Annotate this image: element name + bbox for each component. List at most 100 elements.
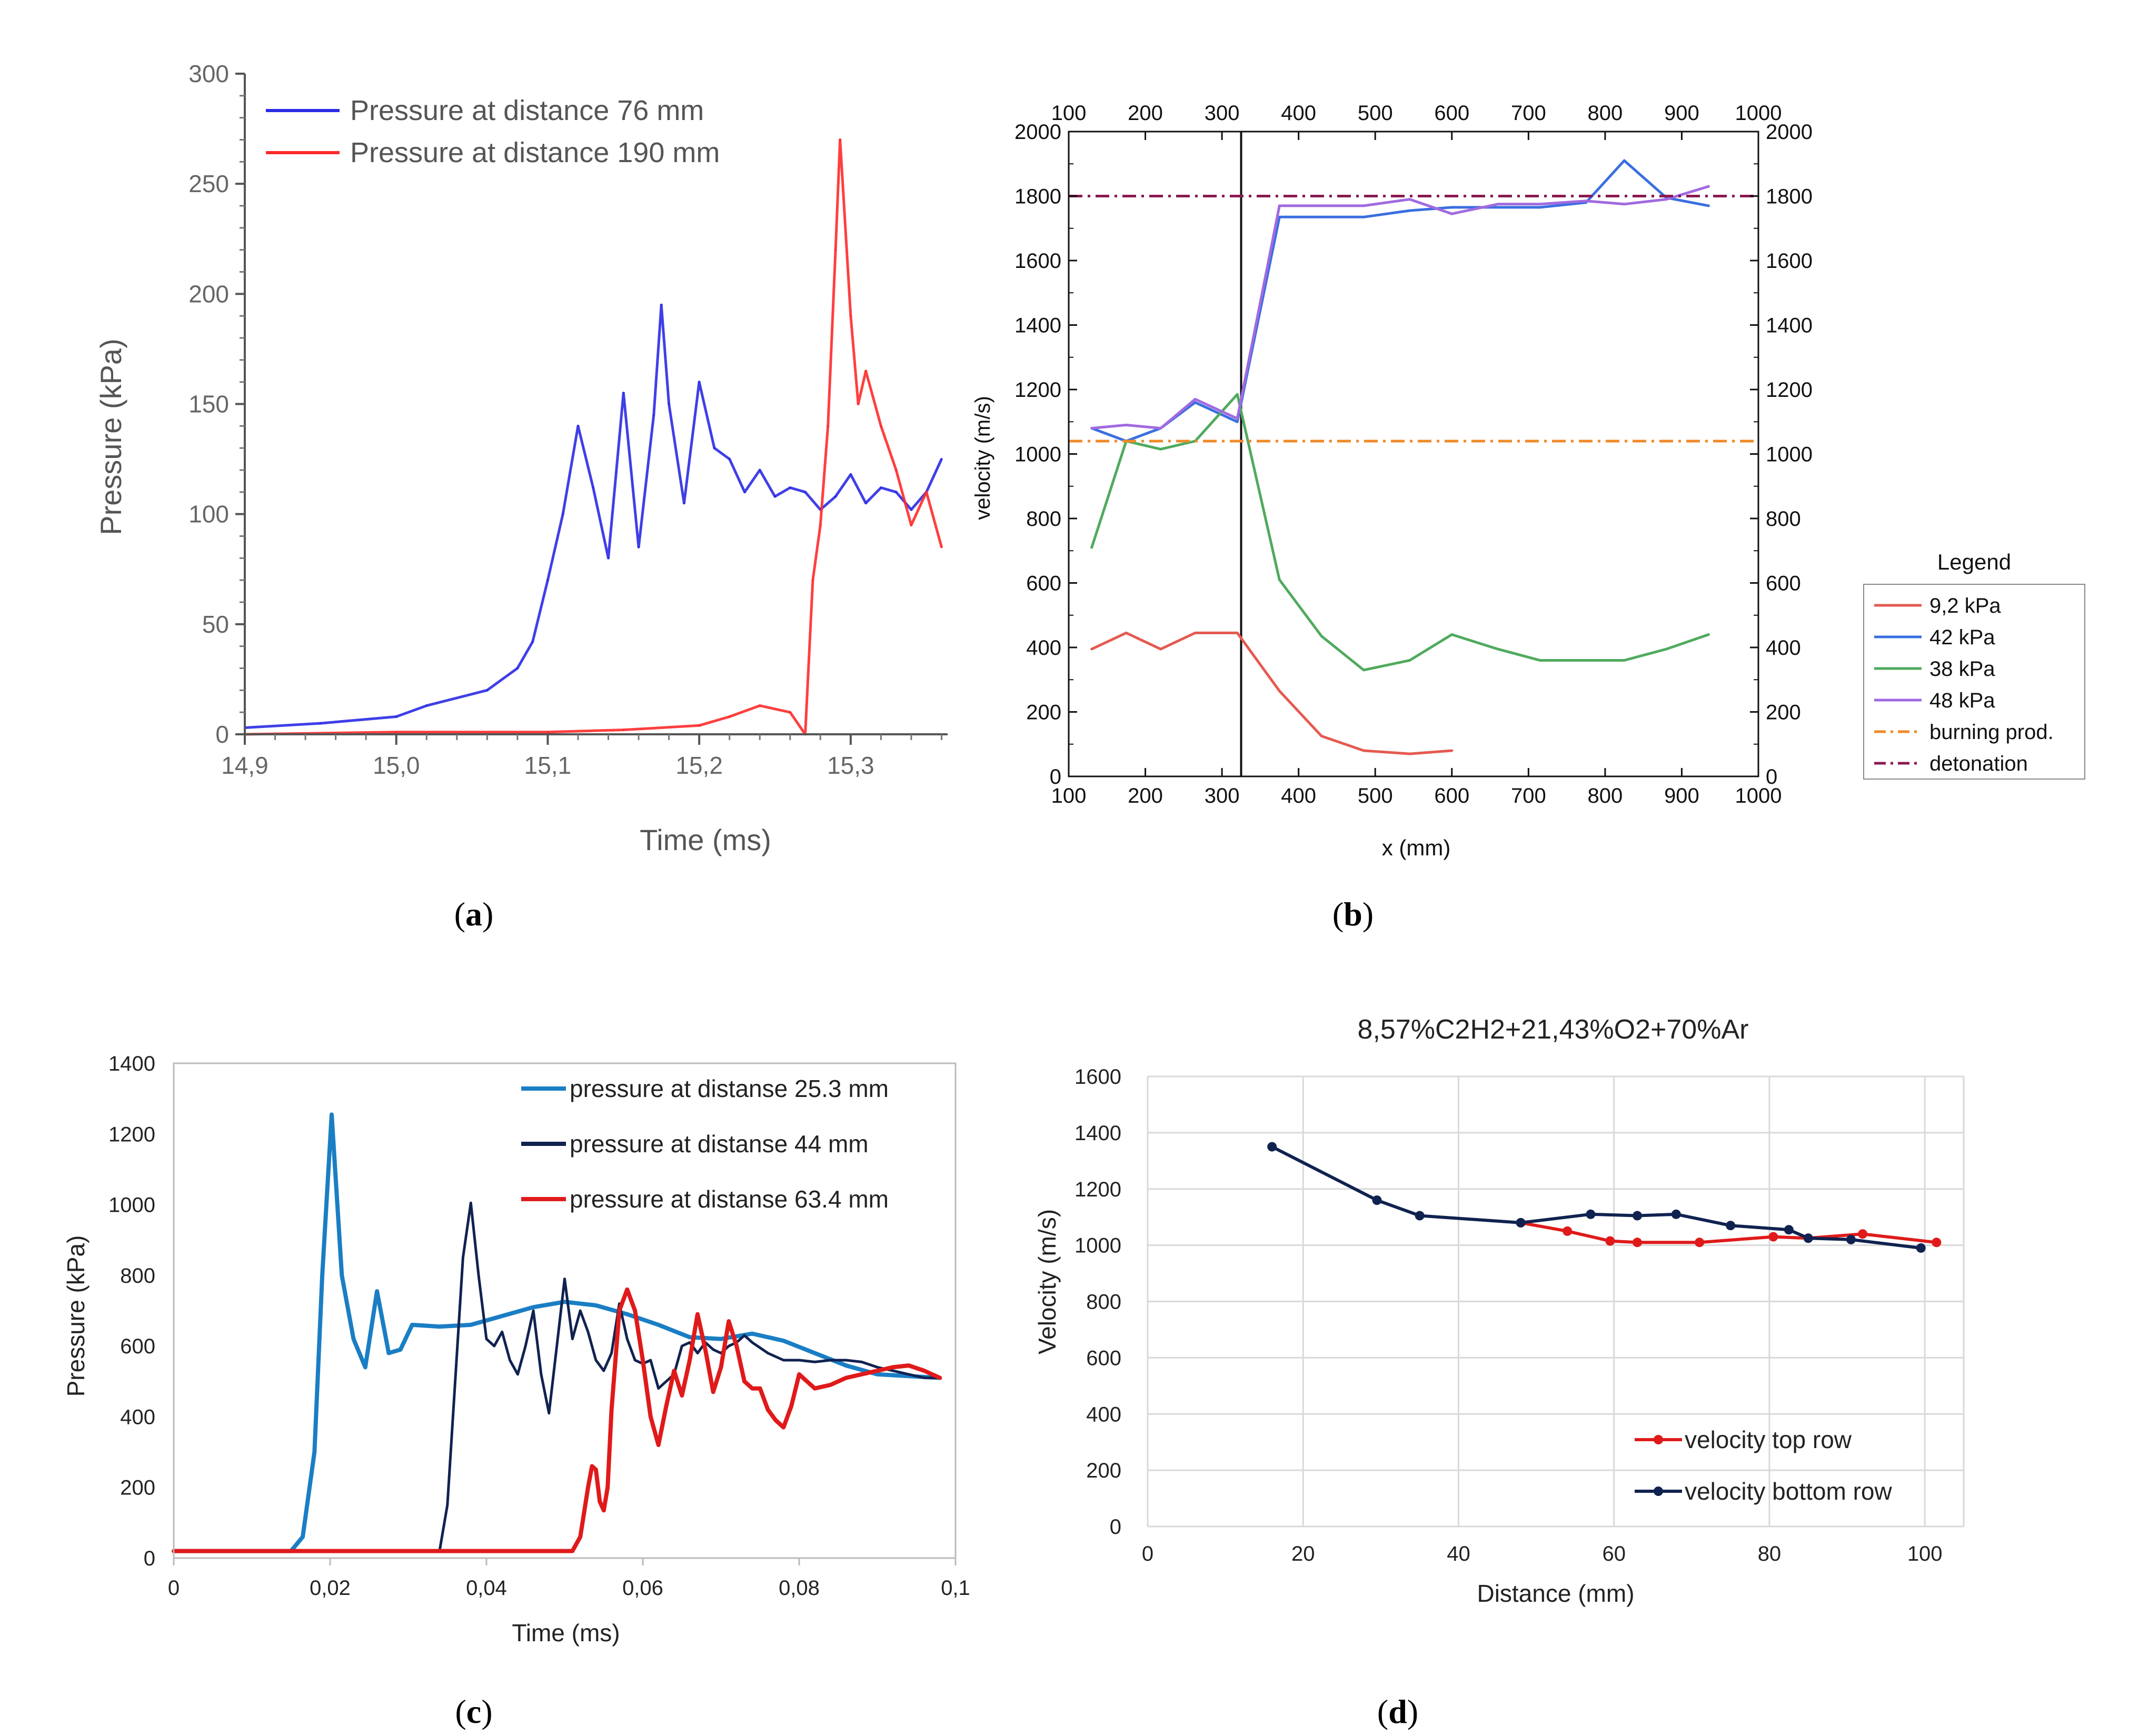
data-point-c-2: [454, 1381, 456, 1382]
data-point-c-3: [572, 1550, 573, 1552]
y-tick-label-left-b: 800: [1026, 507, 1061, 531]
x-tick-label-c: 0,04: [466, 1577, 507, 1600]
x-tick-label-bottom-b: 900: [1664, 784, 1699, 807]
data-point-b-3: [1450, 633, 1454, 636]
data-point-c-3: [751, 1388, 753, 1389]
data-point-c-3: [861, 1373, 862, 1375]
y-tick-label-right-b: 2000: [1766, 121, 1813, 144]
data-point-b-4: [1408, 198, 1411, 201]
caption-a: (a): [454, 895, 494, 933]
y-tick-label-right-b: 1600: [1766, 250, 1813, 273]
data-point-a-1: [880, 486, 882, 489]
data-point-c-2: [634, 1360, 636, 1361]
data-point-c-1: [908, 1375, 909, 1377]
data-point-b-4: [1278, 204, 1281, 207]
data-point-b-3: [1278, 578, 1281, 581]
data-point-d-1: [1858, 1229, 1868, 1239]
x-tick-label-a: 14,9: [221, 752, 268, 779]
caption-b: (b): [1332, 895, 1374, 933]
y-tick-label-a: 200: [188, 280, 229, 307]
x-tick-label-a: 15,2: [675, 752, 723, 779]
data-point-b-4: [1362, 204, 1365, 207]
data-point-c-2: [799, 1360, 800, 1361]
data-point-c-3: [806, 1381, 808, 1382]
data-point-b-4: [1496, 203, 1499, 206]
legend-label-c-1: pressure at distanse 25.3 mm: [570, 1075, 889, 1102]
data-point-c-3: [704, 1349, 706, 1350]
data-point-c-3: [759, 1388, 761, 1389]
data-point-c-2: [548, 1412, 550, 1414]
chart-d: 0 200 400 600 800 1000 1200 1400 1600 0 20 40 60 80 10…: [1033, 1014, 1965, 1607]
data-point-a-1: [668, 403, 670, 405]
data-point-a-2: [789, 711, 791, 714]
data-point-c-3: [603, 1510, 604, 1511]
y-tick-label-d: 1600: [1074, 1065, 1121, 1089]
y-tick-label-right-b: 1400: [1766, 314, 1813, 337]
data-point-c-1: [388, 1352, 390, 1354]
y-tick-label-right-b: 400: [1766, 636, 1801, 660]
y-tick-label-right-b: 1800: [1766, 185, 1813, 208]
y-tick-label-d: 0: [1110, 1515, 1121, 1539]
y-tick-label-d: 1400: [1074, 1122, 1121, 1145]
legend-label-b-2: 42 kPa: [1929, 626, 1995, 649]
data-point-c-2: [595, 1360, 596, 1361]
data-point-d-1: [1932, 1238, 1942, 1248]
data-point-b-4: [1125, 423, 1128, 426]
y-tick-label-left-b: 1800: [1014, 185, 1061, 208]
data-point-c-2: [626, 1338, 628, 1340]
data-point-b-1: [1320, 734, 1323, 737]
legend-label-c-3: pressure at distanse 63.4 mm: [570, 1185, 889, 1213]
y-tick-label-a: 150: [188, 391, 229, 418]
series-line-b-4: [1091, 185, 1709, 430]
data-point-d-2: [1784, 1225, 1794, 1235]
data-point-d-2: [1846, 1234, 1856, 1244]
data-point-c-2: [658, 1388, 659, 1389]
x-tick-label-a: 15,0: [373, 752, 420, 779]
data-point-c-2: [845, 1360, 847, 1361]
data-point-d-1: [1695, 1238, 1705, 1248]
y-tick-label-left-b: 1600: [1014, 250, 1061, 273]
data-point-c-1: [439, 1326, 440, 1328]
data-point-d-1: [1563, 1226, 1573, 1236]
legend-label-b-6: detonation: [1929, 752, 2028, 775]
x-tick-label-bottom-b: 200: [1128, 784, 1163, 807]
y-tick-label-c: 400: [120, 1405, 155, 1429]
data-point-b-2: [1707, 204, 1710, 207]
caption-d-text: d: [1388, 1693, 1407, 1730]
data-point-b-3: [1707, 633, 1710, 636]
data-point-b-1: [1236, 631, 1239, 634]
y-tick-label-d: 200: [1086, 1459, 1121, 1482]
legend-box-b: [1863, 584, 2085, 780]
data-point-c-1: [814, 1352, 815, 1354]
data-point-c-1: [501, 1315, 503, 1317]
data-point-c-2: [478, 1274, 480, 1276]
data-point-b-1: [1408, 752, 1411, 755]
data-point-c-3: [892, 1366, 894, 1368]
y-tick-label-c: 1000: [108, 1194, 155, 1217]
data-point-c-1: [411, 1324, 413, 1325]
data-point-b-3: [1538, 659, 1541, 662]
data-point-c-3: [775, 1420, 777, 1421]
axes-d: 0 200 400 600 800 1000 1200 1400 1600 0 20 40 60 80 10…: [1074, 1065, 1943, 1565]
data-point-b-1: [1125, 631, 1128, 634]
data-point-c-3: [939, 1377, 941, 1379]
legend-label-a-2: Pressure at distance 190 mm: [350, 137, 720, 168]
data-point-c-3: [588, 1486, 589, 1488]
data-point-a-2: [940, 546, 943, 548]
data-point-c-1: [364, 1366, 366, 1368]
data-point-a-2: [819, 524, 822, 526]
x-tick-label-c: 0,02: [310, 1577, 351, 1600]
data-point-a-2: [864, 370, 867, 372]
chart-c: 0 200 400 600 800 1000 1200 1400 0 0,02 0,04 0,06 0,…: [62, 1052, 970, 1647]
data-point-c-2: [462, 1257, 464, 1259]
data-point-a-1: [562, 513, 564, 515]
data-point-a-1: [834, 495, 837, 498]
data-point-c-1: [845, 1365, 847, 1366]
data-point-c-2: [564, 1278, 565, 1280]
data-point-d-2: [1633, 1211, 1642, 1221]
data-point-c-3: [744, 1381, 745, 1382]
data-point-b-2: [1538, 206, 1541, 209]
data-point-c-2: [814, 1361, 815, 1363]
y-axis-label-b: velocity (m/s): [971, 396, 994, 520]
data-point-c-2: [712, 1349, 714, 1350]
